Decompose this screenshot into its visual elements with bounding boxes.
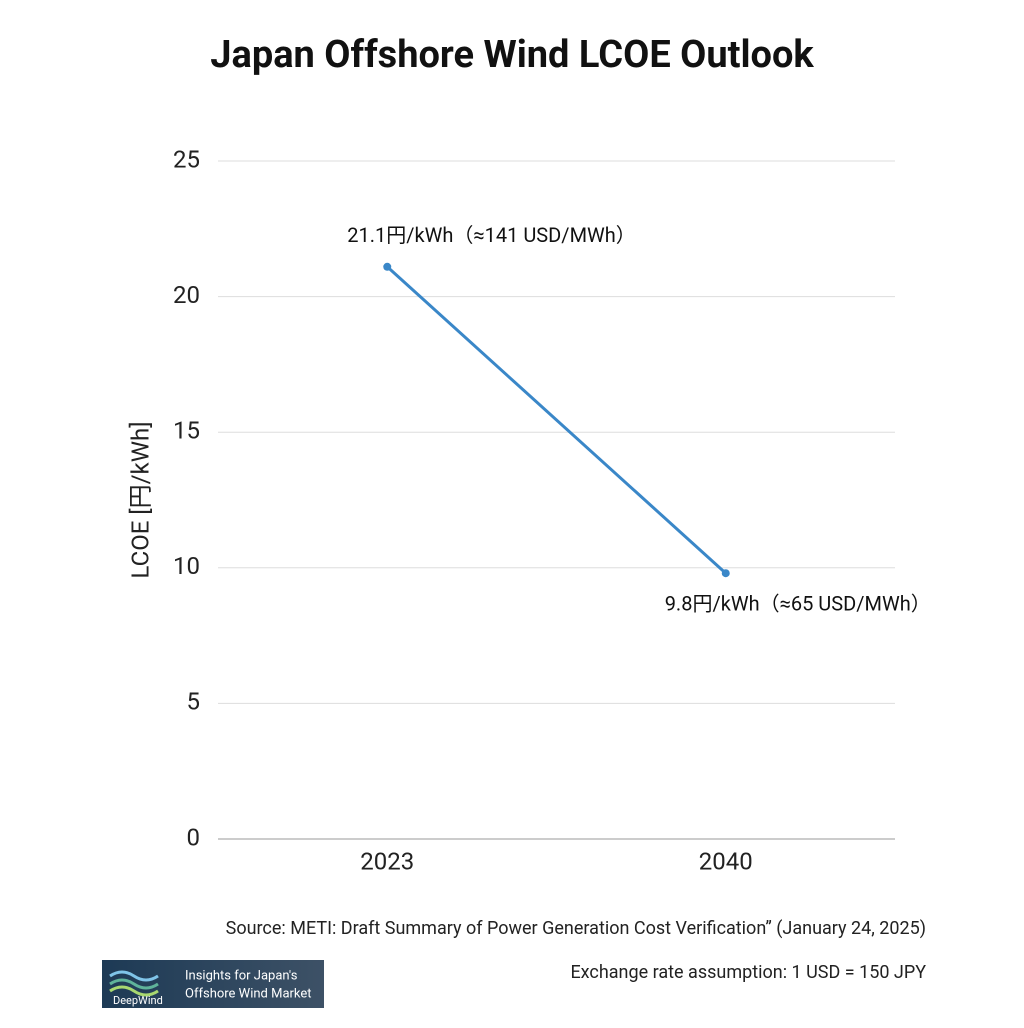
source: Source: METI: Draft Summary of Power Gen…: [226, 918, 926, 939]
point: [383, 262, 392, 271]
x-tick-label: 2040: [699, 847, 753, 875]
logo: DeepWind Insights for Japan's Offshore W…: [102, 960, 324, 1008]
note: Exchange rate assumption: 1 USD = 150 JP…: [570, 962, 926, 983]
value-label: 21.1円/kWh（≈141 USD/MWh）: [347, 223, 636, 247]
y-tick-label: 25: [173, 145, 200, 173]
y-axis-label: LCOE [円/kWh]: [126, 421, 154, 578]
logo-wave: [109, 978, 159, 990]
logo-tagline: Insights for Japan's: [185, 968, 298, 983]
logo-name: DeepWind: [113, 994, 163, 1007]
value-label: 9.8円/kWh（≈65 USD/MWh）: [665, 592, 931, 616]
logo-wave: [109, 970, 159, 982]
x-tick-label: 2023: [360, 847, 414, 875]
y-tick-label: 15: [173, 417, 200, 445]
y-tick-label: 5: [187, 688, 201, 716]
y-tick-label: 20: [173, 281, 200, 309]
chart-title: Japan Offshore Wind LCOE Outlook: [210, 33, 814, 77]
y-tick-label: 10: [173, 552, 200, 580]
logo-tagline: Offshore Wind Market: [185, 986, 312, 1001]
logo-background: [102, 960, 324, 1008]
logo-wave: [109, 985, 159, 997]
line: [386, 265, 727, 575]
y-tick-label: 0: [187, 823, 201, 851]
point: [721, 569, 730, 578]
